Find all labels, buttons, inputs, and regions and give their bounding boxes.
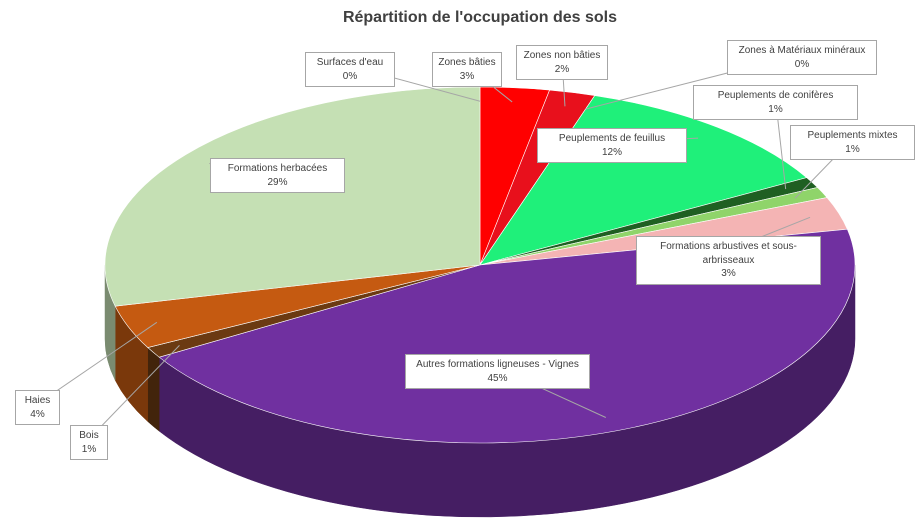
value-label: 2% [554, 63, 570, 75]
chart-title: Répartition de l'occupation des sols [343, 9, 617, 26]
value-label: 45% [487, 372, 508, 384]
value-label: 4% [30, 408, 45, 420]
category-name: Zones à Matériaux minéraux [738, 45, 866, 56]
category-name: Peuplements de feuillus [558, 133, 666, 144]
category-name: Zones bâties [438, 57, 496, 68]
data-label: Zones à Matériaux minéraux 0% [727, 40, 877, 75]
data-label: Zones non bâties 2% [516, 45, 608, 80]
value-label: 3% [459, 70, 475, 82]
category-name: Bois [79, 430, 99, 441]
data-label: Peuplements de feuillus 12% [537, 128, 687, 163]
category-name: Haies [24, 395, 51, 406]
value-label: 1% [768, 103, 783, 115]
category-name: Peuplements de conifères [717, 90, 834, 101]
data-label: Autres formations ligneuses - Vignes 45% [405, 354, 590, 389]
slice [479, 95, 808, 266]
category-name: Autres formations ligneuses - Vignes [416, 359, 579, 370]
category-name: Surfaces d'eau [316, 57, 384, 68]
leader-line [88, 345, 180, 440]
value-label: 3% [721, 268, 736, 279]
category-name: Formations herbacées [227, 163, 328, 174]
data-label: Surfaces d'eau 0% [305, 52, 395, 87]
value-label: 0% [342, 70, 358, 82]
slice [104, 86, 481, 307]
data-label: Bois 1% [70, 425, 108, 460]
data-label: Formations arbustives et sous-arbrisseau… [636, 236, 821, 285]
data-label: Peuplements de conifères 1% [693, 85, 858, 120]
value-label: 1% [81, 443, 97, 455]
value-label: 29% [267, 176, 288, 188]
data-label: Formations herbacées 29% [210, 158, 345, 193]
slice-side [147, 346, 160, 432]
category-name: Peuplements mixtes [807, 130, 898, 141]
value-label: 0% [794, 58, 810, 70]
data-label: Haies 4% [15, 390, 60, 425]
value-label: 1% [845, 143, 860, 155]
category-name: Formations arbustives et sous-arbrisseau… [660, 241, 797, 266]
data-label: Zones bâties 3% [432, 52, 502, 87]
data-label: Peuplements mixtes 1% [790, 125, 915, 160]
category-name: Zones non bâties [523, 50, 601, 61]
value-label: 12% [601, 146, 622, 158]
